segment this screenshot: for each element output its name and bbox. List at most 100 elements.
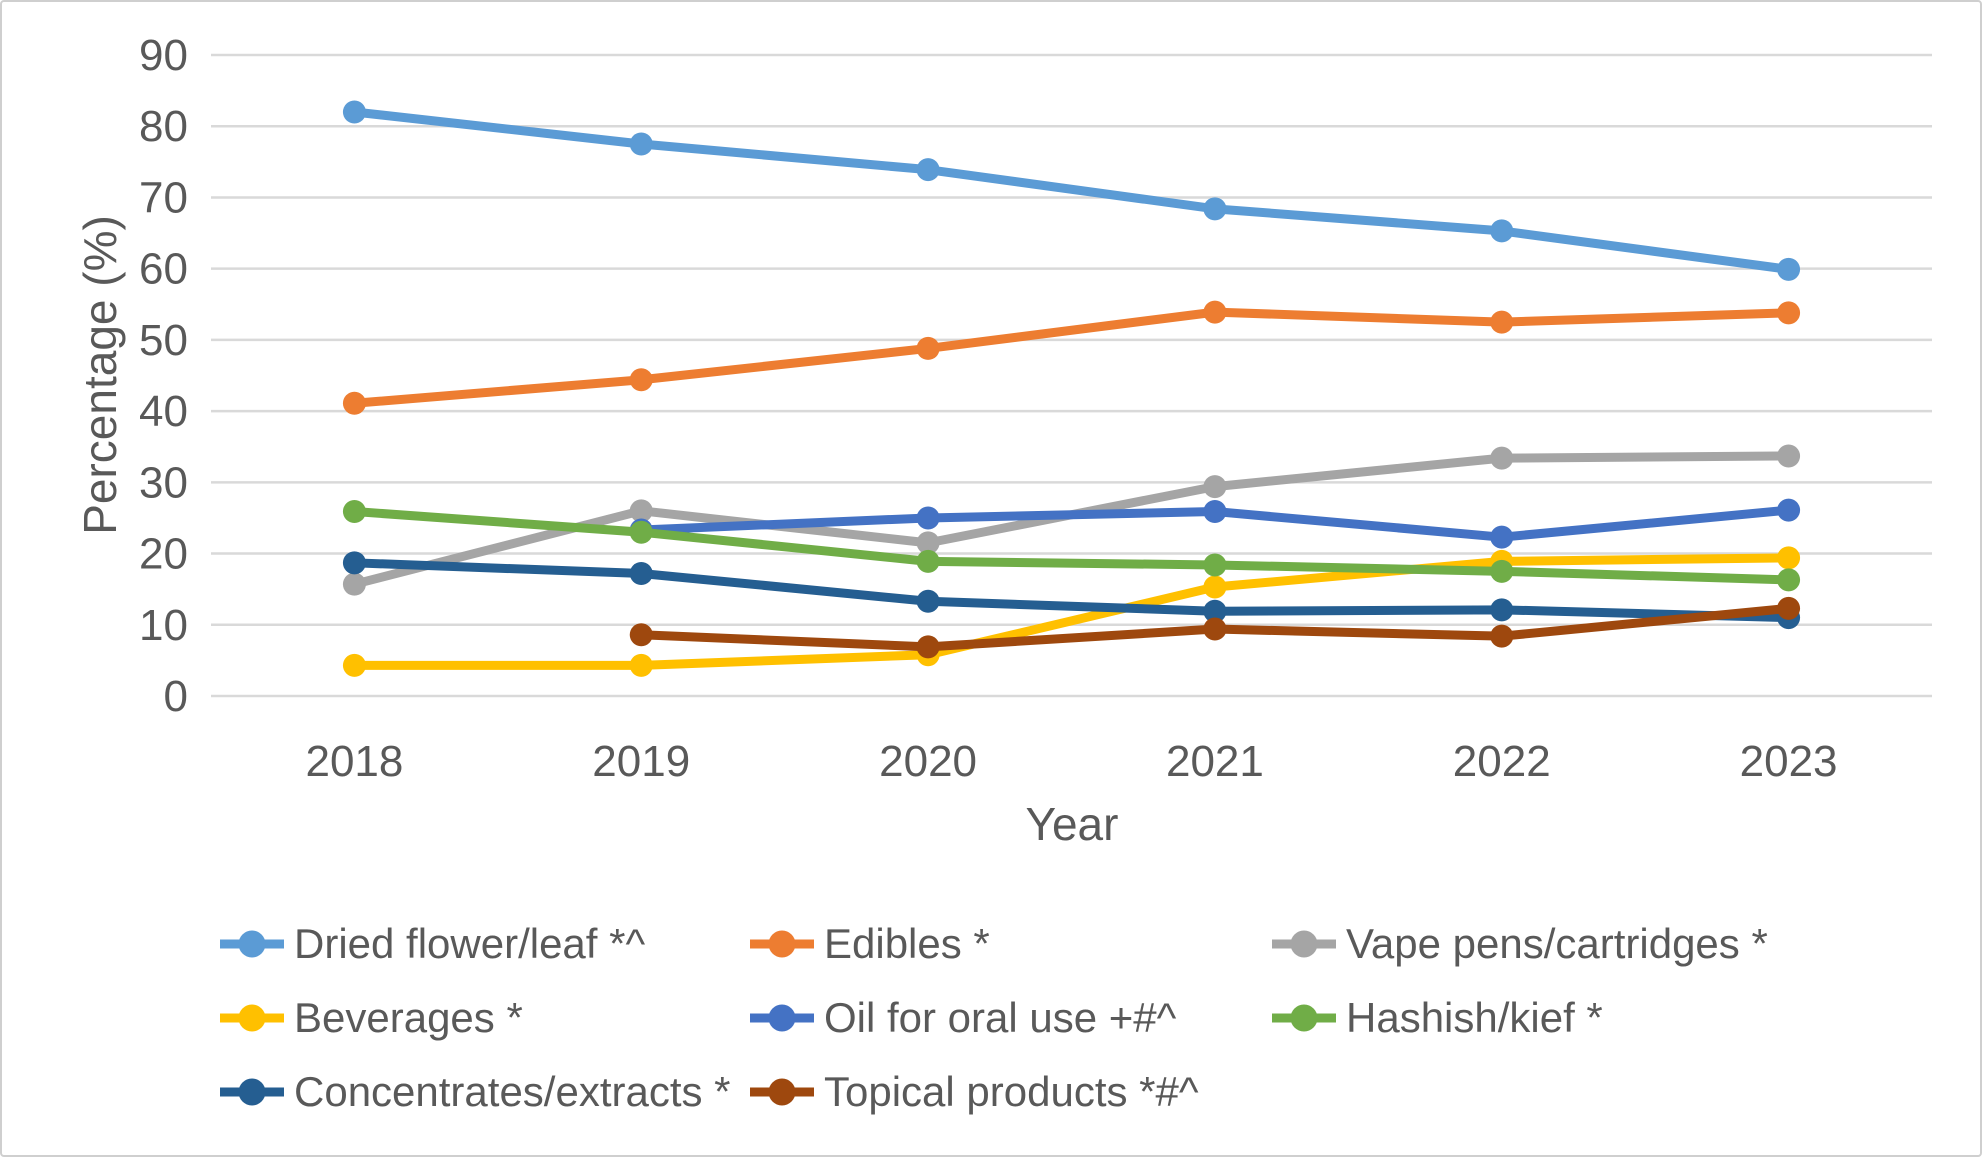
data-point-marker — [916, 158, 940, 182]
legend-item-topical-products: Topical products *#^ — [750, 1068, 1199, 1115]
legend-item-hashish-kief: Hashish/kief * — [1272, 994, 1603, 1041]
legend-point-marker-icon — [1290, 930, 1318, 958]
series-oil-for-oral-use — [629, 498, 1801, 549]
data-point-marker — [629, 561, 653, 585]
data-point-marker — [342, 391, 366, 415]
y-tick-label: 10 — [139, 601, 188, 650]
legend-label: Vape pens/cartridges * — [1346, 920, 1768, 967]
x-tick-label: 2018 — [305, 737, 403, 786]
data-point-marker — [1203, 197, 1227, 221]
data-point-marker — [1777, 546, 1801, 570]
legend-item-dried-flower-leaf: Dried flower/leaf *^ — [220, 920, 645, 967]
data-point-marker — [1203, 475, 1227, 499]
legend-point-marker-icon — [768, 1004, 796, 1032]
series-topical-products — [629, 596, 1801, 659]
x-tick-label: 2022 — [1453, 737, 1551, 786]
data-point-marker — [916, 549, 940, 573]
legend-label: Dried flower/leaf *^ — [294, 920, 645, 967]
data-point-marker — [629, 499, 653, 523]
data-point-marker — [1490, 559, 1514, 583]
legend-point-marker-icon — [238, 1004, 266, 1032]
legend-point-marker-icon — [1290, 1004, 1318, 1032]
series-line — [354, 558, 1789, 623]
data-point-marker — [1777, 301, 1801, 325]
data-point-marker — [1203, 617, 1227, 641]
x-tick-label: 2023 — [1740, 737, 1838, 786]
data-point-marker — [629, 368, 653, 392]
data-point-marker — [629, 520, 653, 544]
series-line — [354, 307, 1789, 408]
x-tick-label: 2021 — [1166, 737, 1264, 786]
data-point-marker — [629, 132, 653, 156]
legend-label: Oil for oral use +#^ — [824, 994, 1177, 1041]
legend-label: Hashish/kief * — [1346, 994, 1603, 1041]
data-point-marker — [342, 100, 366, 124]
data-point-marker — [916, 589, 940, 613]
legend-point-marker-icon — [238, 930, 266, 958]
data-point-marker — [1203, 553, 1227, 577]
legend-point-marker-icon — [768, 1078, 796, 1106]
series-line — [354, 507, 1789, 585]
legend-item-concentrates-extracts: Concentrates/extracts * — [220, 1068, 731, 1115]
data-point-marker — [629, 653, 653, 677]
legend-point-marker-icon — [768, 930, 796, 958]
legend-item-oil-for-oral-use: Oil for oral use +#^ — [750, 994, 1177, 1041]
y-tick-label: 0 — [164, 672, 188, 721]
data-point-marker — [1490, 624, 1514, 648]
legend-label: Topical products *#^ — [824, 1068, 1199, 1115]
y-axis-tick-labels: 0 10 20 30 40 50 60 70 80 90 — [139, 31, 188, 721]
data-point-marker — [916, 531, 940, 555]
series-concentrates-extracts — [342, 551, 1801, 630]
y-tick-label: 90 — [139, 31, 188, 80]
legend-label: Edibles * — [824, 920, 990, 967]
series-group — [342, 100, 1801, 677]
y-tick-label: 50 — [139, 316, 188, 365]
data-point-marker — [1777, 596, 1801, 620]
data-point-marker — [1203, 599, 1227, 623]
data-point-marker — [1490, 525, 1514, 549]
data-point-marker — [1777, 568, 1801, 592]
data-point-marker — [342, 572, 366, 596]
y-tick-label: 30 — [139, 458, 188, 507]
series-dried-flower-leaf — [342, 100, 1801, 281]
legend-item-vape-pens-cartridges: Vape pens/cartridges * — [1272, 920, 1768, 967]
x-tick-label: 2019 — [592, 737, 690, 786]
data-point-marker — [1203, 575, 1227, 599]
legend-label: Concentrates/extracts * — [294, 1068, 731, 1115]
data-point-marker — [629, 623, 653, 647]
y-tick-label: 40 — [139, 387, 188, 436]
y-tick-label: 60 — [139, 245, 188, 294]
data-point-marker — [1203, 500, 1227, 524]
data-point-marker — [342, 551, 366, 575]
x-axis-title: Year — [1026, 798, 1119, 850]
y-tick-label: 20 — [139, 530, 188, 579]
data-point-marker — [342, 500, 366, 524]
data-point-marker — [916, 635, 940, 659]
legend-item-beverages: Beverages * — [220, 994, 523, 1041]
data-point-marker — [342, 653, 366, 677]
series-line — [354, 553, 1789, 670]
data-point-marker — [1490, 598, 1514, 622]
legend-item-edibles: Edibles * — [750, 920, 990, 967]
gridlines-group — [211, 53, 1932, 698]
data-point-marker — [1490, 310, 1514, 334]
series-hashish-kief — [342, 500, 1801, 592]
series-line — [353, 107, 1790, 274]
y-tick-label: 70 — [139, 173, 188, 222]
chart-legend: Dried flower/leaf *^ Edibles * Vape pens/c… — [220, 920, 1768, 1115]
x-tick-label: 2020 — [879, 737, 977, 786]
series-edibles — [342, 300, 1801, 415]
x-axis-category-labels: 2018 2019 2020 2021 2022 2023 — [305, 737, 1837, 786]
data-point-marker — [1777, 498, 1801, 522]
data-point-marker — [1777, 257, 1801, 281]
data-point-marker — [1490, 219, 1514, 243]
y-axis-title: Percentage (%) — [74, 215, 126, 535]
data-point-marker — [1490, 446, 1514, 470]
legend-point-marker-icon — [238, 1078, 266, 1106]
legend-label: Beverages * — [294, 994, 523, 1041]
data-point-marker — [1777, 444, 1801, 468]
y-tick-label: 80 — [139, 102, 188, 151]
data-point-marker — [1203, 300, 1227, 324]
